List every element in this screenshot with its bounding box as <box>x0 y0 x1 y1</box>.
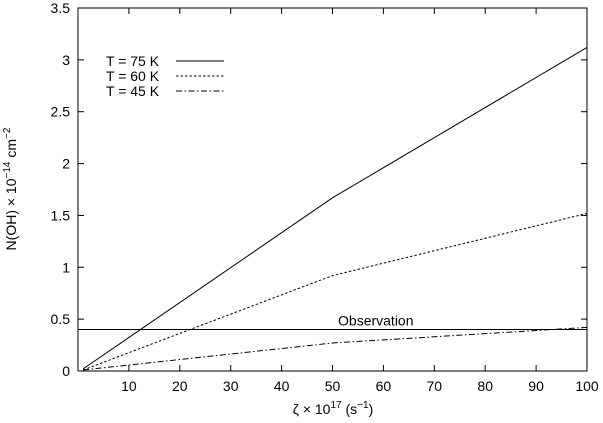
y-axis-label-base: N(OH) × 10 <box>3 178 19 250</box>
y-tick-label: 1 <box>62 259 70 275</box>
series-line-1 <box>82 46 588 370</box>
x-axis-label-base: ζ × 10 <box>293 401 331 417</box>
y-tick-label: 0 <box>62 363 70 379</box>
y-tick-label: 0.5 <box>51 311 71 327</box>
x-tick-label: 50 <box>325 378 341 394</box>
x-tick-label: 100 <box>575 378 599 394</box>
x-tick-label: 60 <box>376 378 392 394</box>
y-axis-label-exp: −14 <box>2 161 13 178</box>
legend-label-2: T = 60 K <box>106 68 160 84</box>
y-axis-label: N(OH) × 10−14 cm−2 <box>2 127 19 250</box>
x-tick-label: 80 <box>477 378 493 394</box>
x-axis-label-exp: 17 <box>330 400 342 411</box>
x-tick-label: 10 <box>121 378 137 394</box>
legend: T = 75 KT = 60 KT = 45 K <box>106 53 224 99</box>
y-axis: 0 0.5 1 1.5 2 2.5 3 3.5 <box>51 0 587 379</box>
x-axis-label-unit-end: ) <box>369 401 374 417</box>
y-axis-label-unit-exp: −2 <box>2 127 13 139</box>
x-axis-label: ζ × 1017 (s−1) <box>293 400 373 417</box>
annotations: Observation <box>78 313 587 331</box>
x-tick-label: 70 <box>427 378 443 394</box>
x-tick-label: 20 <box>172 378 188 394</box>
series-line-3 <box>83 326 588 371</box>
y-tick-label: 1.5 <box>51 207 71 223</box>
x-tick-label: 30 <box>223 378 239 394</box>
x-axis: 10 20 30 40 50 60 70 80 90 100 <box>121 8 599 394</box>
legend-label-3: T = 45 K <box>106 83 160 99</box>
x-tick-label: 40 <box>274 378 290 394</box>
y-tick-label: 2 <box>62 156 70 172</box>
y-tick-label: 3.5 <box>51 0 71 16</box>
observation-label: Observation <box>338 313 413 329</box>
y-tick-label: 3 <box>62 52 70 68</box>
x-axis-label-unit: (s <box>342 401 358 417</box>
x-axis-label-unit-exp: −1 <box>357 400 369 411</box>
series-line-2 <box>82 212 588 371</box>
series-lines <box>82 46 588 371</box>
x-tick-label: 90 <box>528 378 544 394</box>
legend-label-1: T = 75 K <box>106 53 160 69</box>
y-tick-label: 2.5 <box>51 104 71 120</box>
y-axis-label-unit: cm <box>3 139 19 162</box>
